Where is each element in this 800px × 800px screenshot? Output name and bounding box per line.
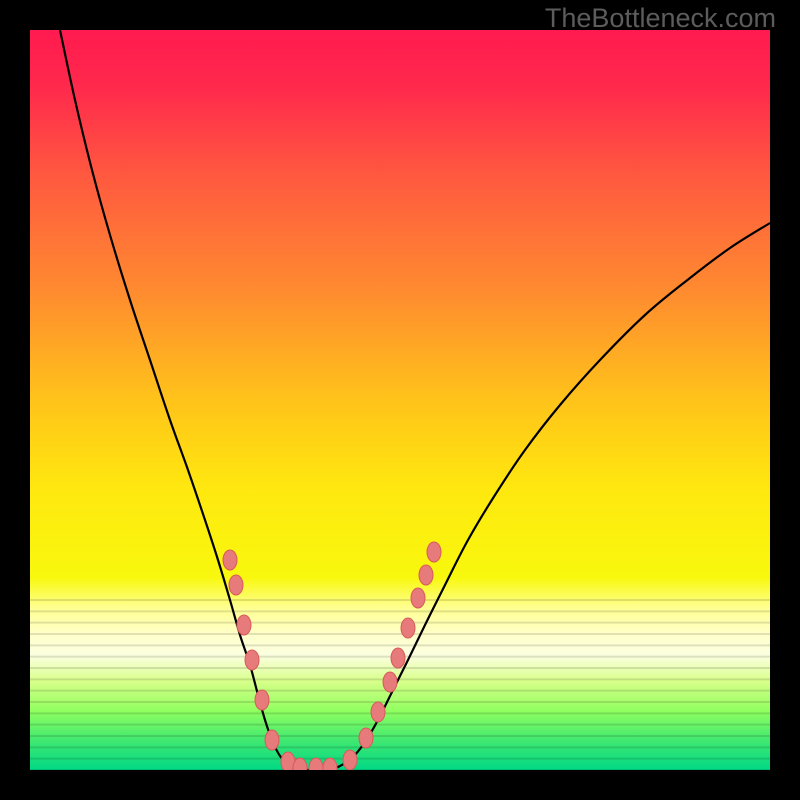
data-marker <box>343 750 357 770</box>
data-marker <box>359 728 373 748</box>
data-marker <box>391 648 405 668</box>
data-marker <box>245 650 259 670</box>
data-marker <box>427 542 441 562</box>
data-marker <box>419 565 433 585</box>
data-marker <box>237 615 251 635</box>
data-marker <box>371 702 385 722</box>
data-marker <box>383 672 397 692</box>
data-marker <box>255 690 269 710</box>
data-marker <box>223 550 237 570</box>
data-marker <box>229 575 243 595</box>
chart-stage: TheBottleneck.com <box>0 0 800 800</box>
data-marker <box>265 730 279 750</box>
watermark-text: TheBottleneck.com <box>545 3 776 34</box>
data-marker <box>401 618 415 638</box>
data-marker <box>411 588 425 608</box>
chart-svg <box>0 0 800 800</box>
